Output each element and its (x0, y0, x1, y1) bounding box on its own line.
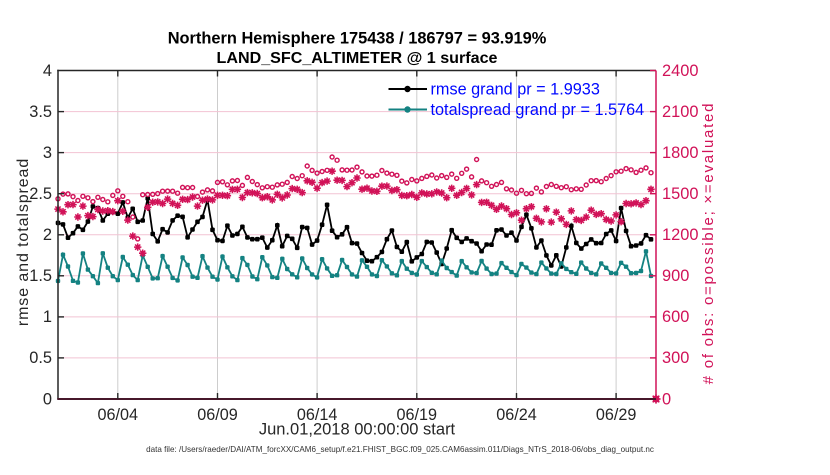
svg-text:1200: 1200 (662, 226, 698, 244)
svg-text:3.5: 3.5 (29, 103, 52, 121)
svg-text:06/14: 06/14 (297, 406, 338, 424)
svg-text:0.5: 0.5 (29, 349, 52, 367)
svg-text:2.5: 2.5 (29, 185, 52, 203)
svg-text:data file: /Users/raeder/DAI/A: data file: /Users/raeder/DAI/ATM_forcXX/… (146, 445, 654, 454)
svg-text:900: 900 (662, 267, 689, 285)
svg-text:1500: 1500 (662, 185, 698, 203)
svg-text:0: 0 (43, 390, 52, 408)
svg-text:2400: 2400 (662, 62, 698, 80)
svg-text:LAND_SFC_ALTIMETER @ 1 surface: LAND_SFC_ALTIMETER @ 1 surface (217, 49, 498, 67)
svg-text:300: 300 (662, 349, 689, 367)
svg-text:06/29: 06/29 (596, 406, 637, 424)
svg-text:rmse grand pr = 1.9933: rmse grand pr = 1.9933 (431, 81, 600, 99)
svg-text:rmse and totalspread: rmse and totalspread (15, 158, 32, 326)
svg-text:2100: 2100 (662, 103, 698, 121)
svg-text:Jun.01,2018 00:00:00 start: Jun.01,2018 00:00:00 start (259, 421, 456, 439)
svg-text:06/19: 06/19 (397, 406, 438, 424)
svg-text:1.5: 1.5 (29, 267, 52, 285)
svg-text:06/04: 06/04 (98, 406, 139, 424)
svg-text:totalspread grand pr = 1.5764: totalspread grand pr = 1.5764 (431, 101, 645, 119)
svg-text:# of obs: o=possible; ×=evalua: # of obs: o=possible; ×=evaluated (700, 102, 717, 385)
svg-text:1: 1 (43, 308, 52, 326)
svg-text:600: 600 (662, 308, 689, 326)
svg-text:0: 0 (662, 390, 671, 408)
svg-text:4: 4 (43, 62, 52, 80)
svg-text:Northern Hemisphere 175438 / 1: Northern Hemisphere 175438 / 186797 = 93… (168, 30, 547, 48)
svg-text:06/24: 06/24 (496, 406, 537, 424)
svg-text:1800: 1800 (662, 144, 698, 162)
svg-text:2: 2 (43, 226, 52, 244)
svg-text:06/09: 06/09 (197, 406, 238, 424)
svg-text:3: 3 (43, 144, 52, 162)
